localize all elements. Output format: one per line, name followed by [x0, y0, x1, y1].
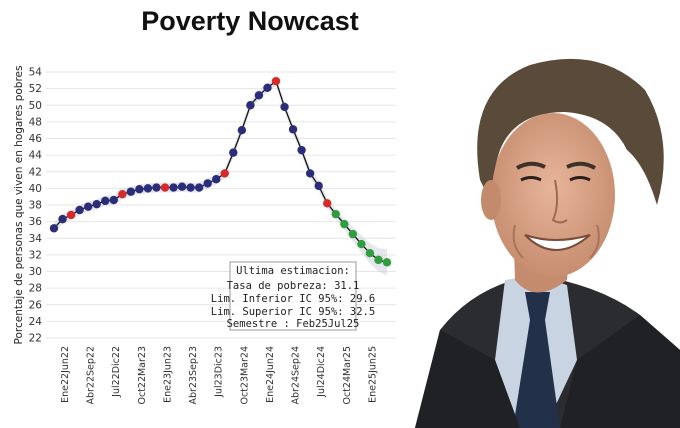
data-point [194, 183, 204, 192]
y-tick-label: 24 [29, 316, 43, 328]
data-point [365, 249, 375, 258]
face [491, 113, 615, 277]
data-point [297, 145, 306, 155]
x-tick-label: Ene25Jun25 [367, 346, 378, 403]
data-point [212, 175, 221, 184]
data-point [357, 239, 366, 249]
data-point [237, 125, 247, 135]
tooltip-box [229, 261, 357, 331]
hair [477, 58, 664, 205]
data-point [143, 184, 153, 193]
x-tick-label: Ene24Jun24 [265, 346, 276, 403]
y-tick-label: 22 [29, 333, 42, 345]
data-point [271, 76, 281, 86]
y-axis-ticks: 22 24 26 28 30 32 34 36 38 40 42 44 46 48 50 52 54 [29, 67, 43, 345]
x-tick-label: Oct23Mar24 [239, 346, 250, 405]
x-tick-label: Oct24Mar25 [342, 346, 353, 405]
y-tick-label: 26 [29, 299, 43, 311]
y-tick-label: 44 [29, 150, 43, 162]
data-point [340, 219, 349, 229]
y-tick-label: 38 [29, 200, 42, 212]
y-tick-label: 40 [29, 183, 42, 195]
data-point [203, 179, 212, 188]
data-point [220, 169, 229, 178]
data-point [92, 199, 101, 209]
x-tick-label: Jul24Dic24 [316, 346, 327, 398]
x-tick-label: Ene23Jun23 [163, 346, 174, 403]
y-tick-label: 28 [29, 283, 42, 295]
data-point [109, 195, 118, 205]
data-point [58, 214, 67, 224]
last-estimate-tooltip: Ultima estimacion: Tasa de pobreza: 31.1… [211, 261, 375, 331]
x-tick-label: Oct22Mar23 [137, 346, 148, 405]
tooltip-line-upper: Lim. Superior IC 95%: 32.5 [211, 306, 375, 318]
chart-title: Poverty Nowcast [141, 6, 359, 36]
tooltip-header: Ultima estimacion: [236, 265, 350, 277]
data-point [288, 125, 298, 134]
tooltip-line-lower: Lim. Inferior IC 95%: 29.6 [211, 293, 375, 305]
data-point [101, 196, 110, 206]
data-point [280, 102, 289, 112]
y-tick-label: 52 [29, 83, 42, 95]
tooltip-line-rate: Tasa de pobreza: 31.1 [227, 280, 360, 292]
data-point [75, 205, 84, 215]
data-point [118, 189, 127, 199]
y-tick-label: 34 [29, 233, 43, 245]
y-tick-label: 48 [29, 116, 42, 128]
x-tick-label: Ene22Jun22 [60, 346, 71, 403]
x-tick-label: Abr23Sep23 [188, 346, 199, 405]
y-tick-label: 50 [29, 100, 42, 112]
data-point [305, 169, 315, 178]
y-tick-label: 46 [29, 133, 43, 145]
data-point [186, 183, 195, 192]
data-point [160, 183, 170, 192]
data-point [135, 185, 144, 194]
y-tick-label: 42 [29, 166, 42, 178]
data-point [169, 183, 178, 192]
y-tick-label: 36 [29, 216, 43, 228]
tooltip-line-semester: Semestre : Feb25Jul25 [227, 318, 360, 330]
data-point [83, 202, 93, 211]
data-point [263, 83, 272, 92]
data-point [314, 181, 323, 191]
data-point [49, 224, 59, 233]
x-tick-label: Jul23Dic23 [214, 346, 225, 398]
data-point [382, 258, 392, 267]
y-tick-label: 54 [29, 67, 43, 79]
smile [524, 234, 591, 251]
x-tick-label: Abr24Sep24 [291, 346, 302, 405]
data-point [348, 229, 358, 239]
data-point [374, 255, 383, 265]
ear [481, 180, 501, 220]
smiling-man-in-suit-photo [415, 58, 680, 428]
data-point [152, 183, 161, 192]
tie [513, 292, 560, 428]
data-point [323, 199, 332, 208]
data-point [126, 187, 136, 196]
x-axis-ticks: Ene22Jun22 Abr22Sep22 Jul22Dic22 Oct22Mar23… [60, 346, 378, 405]
data-point [246, 101, 255, 110]
y-tick-label: 32 [29, 249, 42, 261]
y-axis-label: Porcentaje de personas que viven en hoga… [13, 66, 25, 345]
data-point [66, 210, 76, 220]
data-point [177, 182, 187, 191]
x-tick-label: Jul22Dic22 [111, 346, 122, 398]
series-line [53, 80, 388, 264]
y-tick-label: 30 [29, 266, 42, 278]
x-tick-label: Abr22Sep22 [86, 346, 97, 405]
series-points [49, 76, 392, 267]
data-point [229, 148, 238, 157]
data-point [331, 209, 340, 219]
data-point [254, 91, 264, 100]
